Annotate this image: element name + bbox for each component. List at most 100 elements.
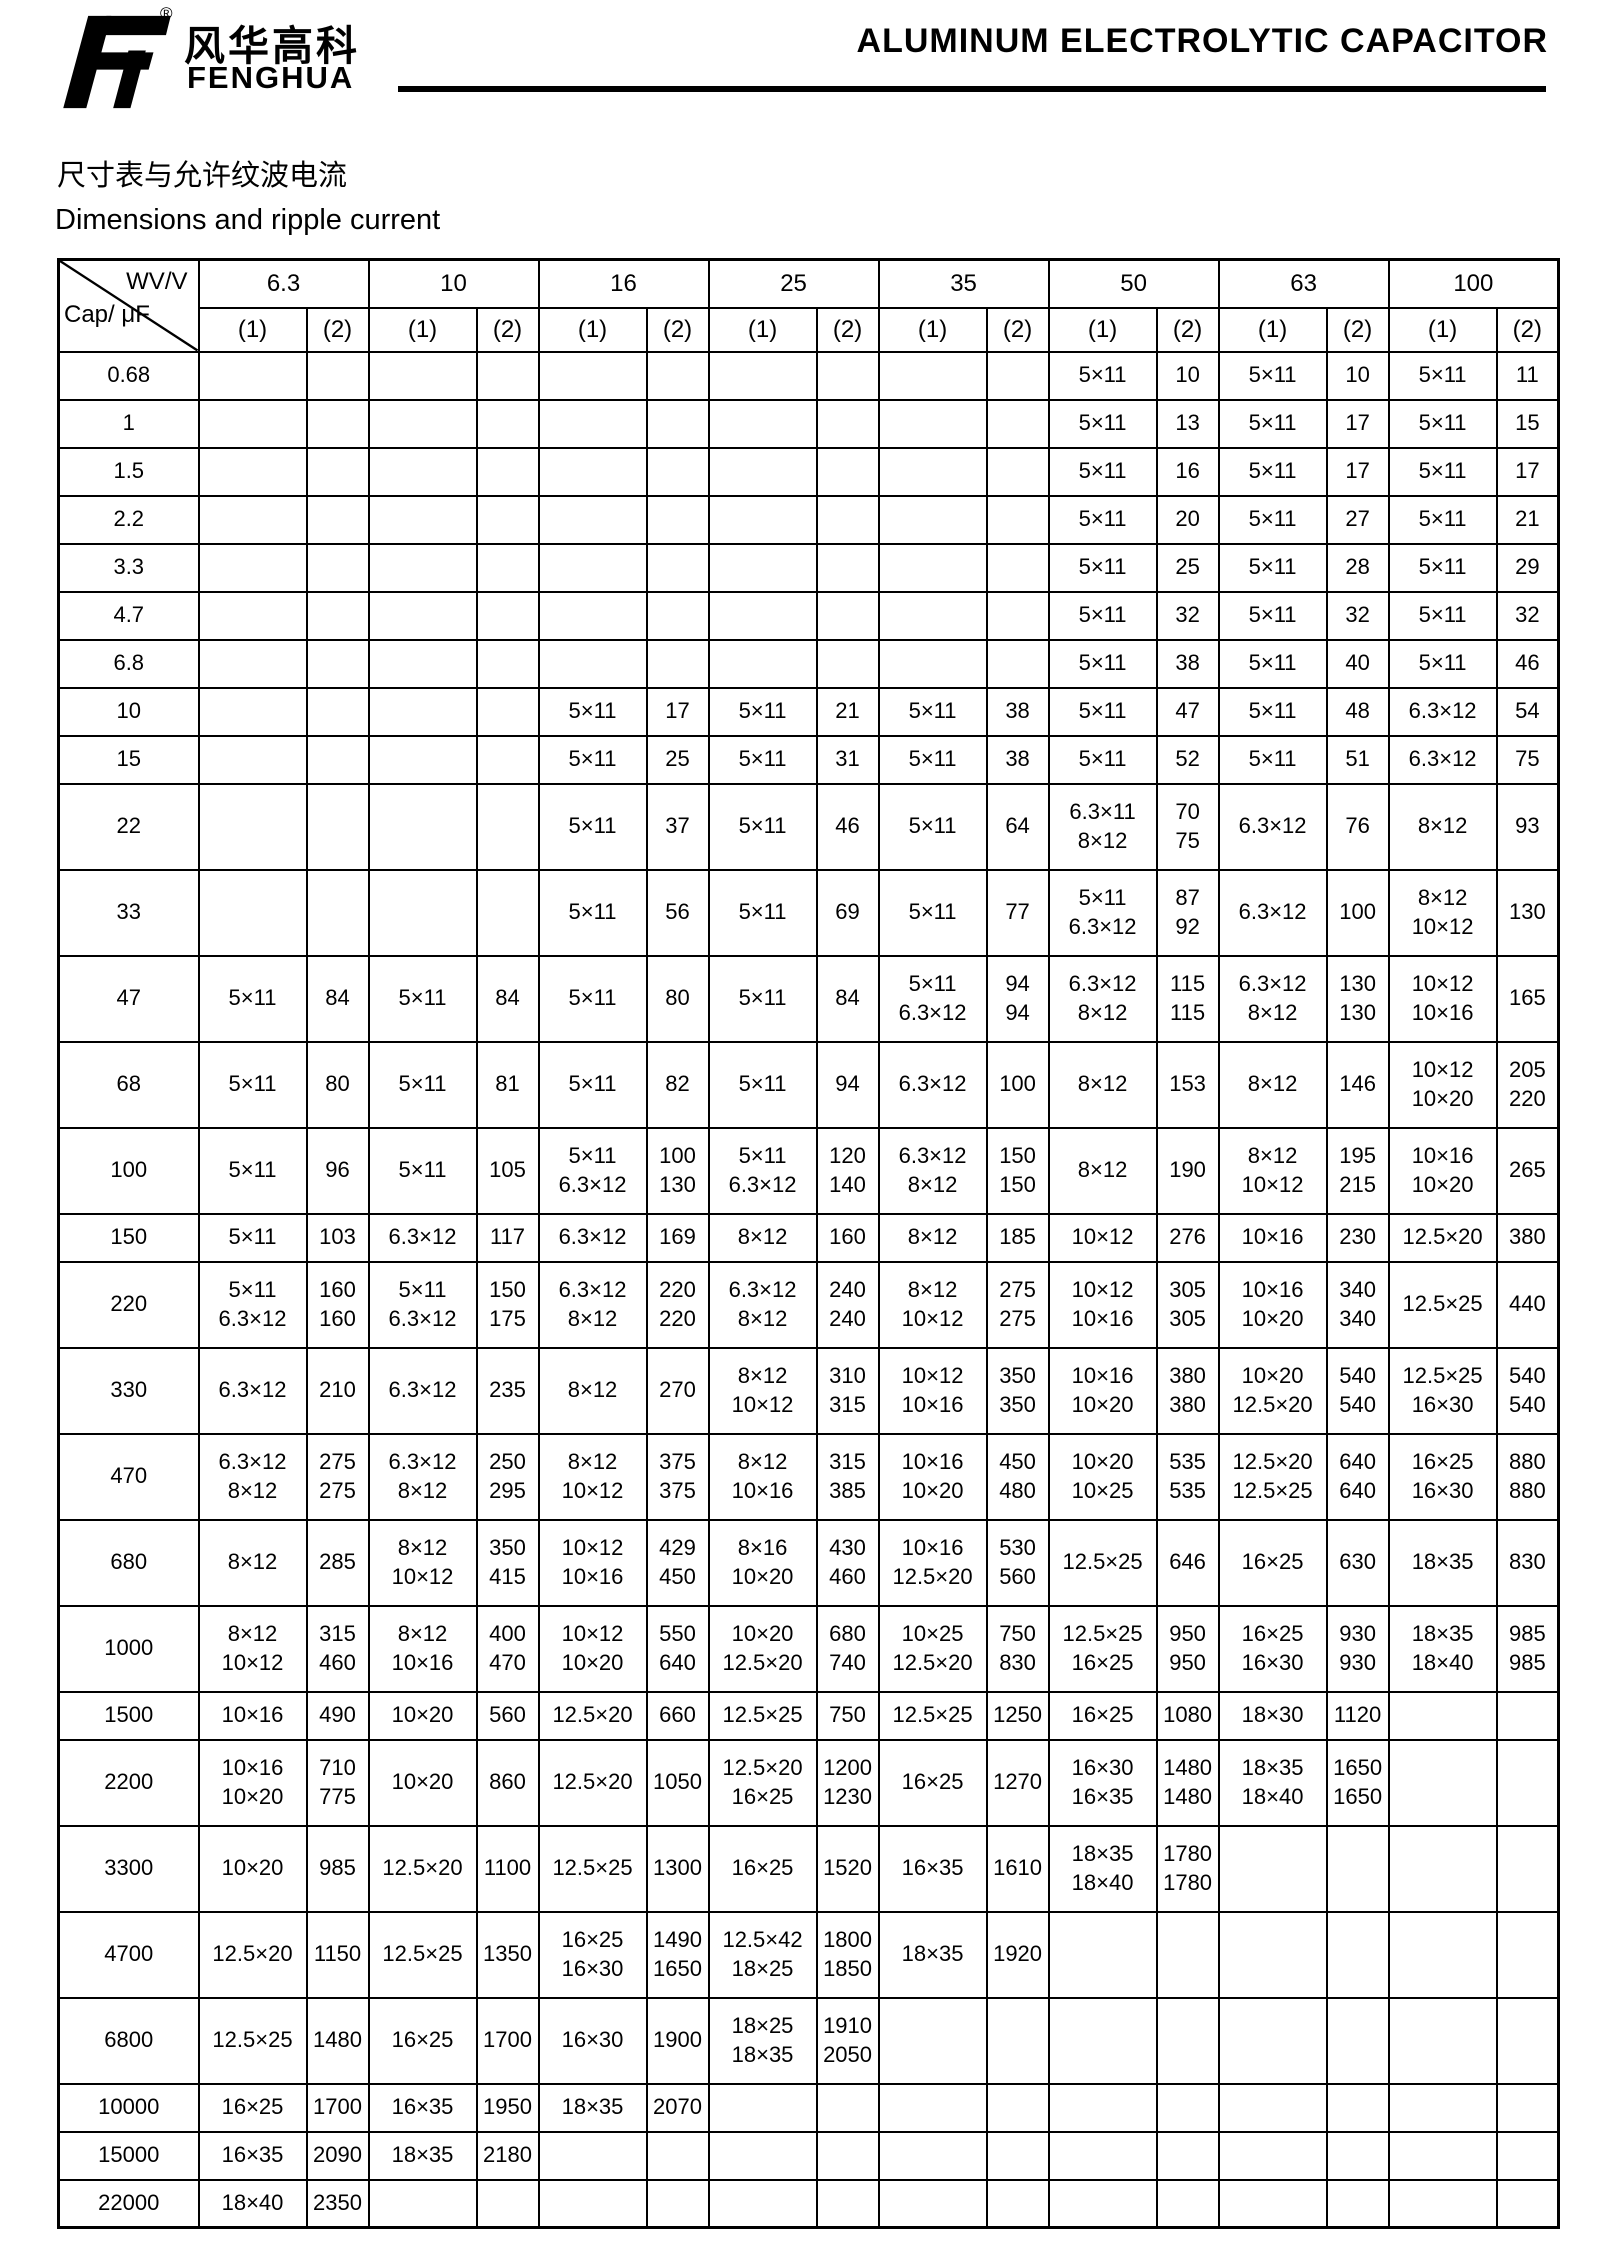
ripple-value: 130 bbox=[1508, 899, 1546, 925]
diagonal-divider bbox=[60, 261, 197, 350]
ripple-value: 29 bbox=[1515, 554, 1540, 580]
dimension-cell: 10×16 10×20 bbox=[1387, 1126, 1498, 1215]
ripple-value: 160 bbox=[319, 1305, 356, 1331]
dimension-cell: 5×11 bbox=[1217, 446, 1328, 497]
dimension-cell: 5×11 bbox=[1387, 398, 1498, 449]
ripple-cell: 640 640 bbox=[1325, 1432, 1390, 1521]
table-row: 4.7 5×11 32 5×11 32 5×11 32 bbox=[57, 590, 1560, 641]
ripple-value: 375 bbox=[659, 1477, 696, 1503]
ripple-value: 540 bbox=[1339, 1363, 1376, 1389]
ripple-cell bbox=[1325, 1996, 1390, 2085]
ripple-cell: 535 535 bbox=[1155, 1432, 1220, 1521]
dimension-cell: 5×11 bbox=[877, 734, 988, 785]
dimension-value: 5×11 bbox=[1248, 746, 1297, 772]
voltage-header: 16 bbox=[537, 258, 710, 309]
dimension-cell: 6.3×12 bbox=[1217, 782, 1328, 871]
dimension-cell: 12.5×25 16×25 bbox=[1047, 1604, 1158, 1693]
ripple-cell bbox=[645, 638, 710, 689]
ripple-cell: 1480 bbox=[305, 1996, 370, 2085]
dimension-value: 5×11 bbox=[1248, 602, 1297, 628]
dimension-value: 18×40 bbox=[1241, 1783, 1304, 1809]
dimension-cell bbox=[1047, 2178, 1158, 2229]
ripple-value: 150 bbox=[999, 1143, 1036, 1169]
ripple-value: 710 bbox=[319, 1755, 356, 1781]
ripple-cell: 84 bbox=[475, 954, 540, 1043]
ripple-cell: 750 bbox=[815, 1690, 880, 1741]
dimension-value: 5×11 bbox=[908, 899, 957, 925]
dimension-value: 10×12 bbox=[221, 1649, 284, 1675]
ripple-cell: 1800 1850 bbox=[815, 1910, 880, 1999]
dimension-value: 6.3×12 bbox=[388, 1305, 457, 1331]
dimension-cell: 5×11 bbox=[367, 954, 478, 1043]
dimension-value: 6.3×12 bbox=[1238, 899, 1307, 925]
ripple-value: 13 bbox=[1175, 410, 1200, 436]
dimension-value: 5×11 bbox=[1418, 362, 1467, 388]
dimension-value: 10×20 bbox=[391, 1769, 454, 1795]
ripple-value: 930 bbox=[1339, 1649, 1376, 1675]
corner-label-voltage: WV/V bbox=[126, 268, 188, 295]
dimension-cell: 5×11 bbox=[1217, 590, 1328, 641]
ripple-cell: 1650 1650 bbox=[1325, 1738, 1390, 1827]
ripple-value: 315 bbox=[319, 1621, 356, 1647]
cap-value: 4.7 bbox=[57, 590, 200, 641]
ripple-value: 880 bbox=[1508, 1449, 1546, 1475]
page-title: ALUMINUM ELECTROLYTIC CAPACITOR bbox=[856, 22, 1548, 60]
ripple-cell: 56 bbox=[645, 868, 710, 957]
dimension-value: 6.3×12 bbox=[218, 1449, 287, 1475]
table-row: 1 5×11 13 5×11 17 5×11 15 bbox=[57, 398, 1560, 449]
dimension-cell: 5×11 bbox=[707, 1040, 818, 1129]
dimension-value: 12.5×20 bbox=[1232, 1391, 1313, 1417]
ripple-value: 235 bbox=[489, 1377, 526, 1403]
ripple-cell: 310 315 bbox=[815, 1346, 880, 1435]
dimension-cell: 8×12 10×12 bbox=[707, 1346, 818, 1435]
ripple-cell bbox=[815, 542, 880, 593]
dimension-value: 12.5×25 bbox=[1402, 1291, 1483, 1317]
ripple-value: 130 bbox=[1339, 999, 1376, 1025]
dimension-cell bbox=[367, 2178, 478, 2229]
dimension-cell bbox=[537, 542, 648, 593]
dimension-cell: 5×11 bbox=[537, 954, 648, 1043]
dimension-value: 12.5×20 bbox=[1232, 1449, 1313, 1475]
ripple-cell: 440 bbox=[1495, 1260, 1560, 1349]
ripple-value: 1300 bbox=[653, 1855, 702, 1881]
ripple-value: 46 bbox=[1515, 650, 1540, 676]
ripple-value: 640 bbox=[659, 1649, 696, 1675]
dimension-value: 5×11 bbox=[228, 1071, 277, 1097]
dimension-cell: 5×11 bbox=[537, 782, 648, 871]
dimension-value: 10×20 bbox=[1071, 1449, 1134, 1475]
ripple-cell bbox=[985, 542, 1050, 593]
ripple-cell bbox=[305, 542, 370, 593]
ripple-cell bbox=[305, 590, 370, 641]
ripple-value: 380 bbox=[1169, 1363, 1206, 1389]
ripple-value: 930 bbox=[1339, 1621, 1376, 1647]
ripple-cell: 54 bbox=[1495, 686, 1560, 737]
ripple-cell bbox=[985, 2130, 1050, 2181]
dimension-value: 8×12 bbox=[907, 1171, 958, 1197]
dimension-value: 8×12 bbox=[1077, 999, 1128, 1025]
dimension-value: 5×11 bbox=[1078, 410, 1127, 436]
dimension-cell bbox=[877, 2130, 988, 2181]
dimension-value: 5×11 bbox=[568, 899, 617, 925]
dimension-cell: 8×12 bbox=[1047, 1126, 1158, 1215]
ripple-cell: 46 bbox=[815, 782, 880, 871]
cap-value: 220 bbox=[57, 1260, 200, 1349]
dimension-value: 12.5×20 bbox=[1402, 1224, 1483, 1250]
ripple-value: 195 bbox=[1339, 1143, 1376, 1169]
dimension-cell bbox=[1217, 1824, 1328, 1913]
dimension-cell: 6.3×12 8×12 bbox=[1217, 954, 1328, 1043]
table-row: 470 6.3×12 8×12 275 275 6.3×12 8×12 250 295 8×12 1… bbox=[57, 1432, 1560, 1521]
dimension-cell bbox=[1387, 1738, 1498, 1827]
dimension-value: 5×11 bbox=[228, 1277, 277, 1303]
dimension-value: 5×11 bbox=[1248, 650, 1297, 676]
dimension-cell bbox=[707, 2178, 818, 2229]
ripple-value: 32 bbox=[1175, 602, 1200, 628]
ripple-cell bbox=[1495, 1996, 1560, 2085]
dimension-value: 16×35 bbox=[391, 2094, 454, 2120]
dimension-cell: 5×11 bbox=[1387, 446, 1498, 497]
cap-value: 68 bbox=[57, 1040, 200, 1129]
ripple-value: 1120 bbox=[1333, 1702, 1382, 1728]
ripple-value: 440 bbox=[1508, 1291, 1546, 1317]
ripple-value: 1520 bbox=[823, 1855, 873, 1881]
ripple-cell: 205 220 bbox=[1495, 1040, 1560, 1129]
subheader-cell: (2) bbox=[475, 306, 540, 353]
